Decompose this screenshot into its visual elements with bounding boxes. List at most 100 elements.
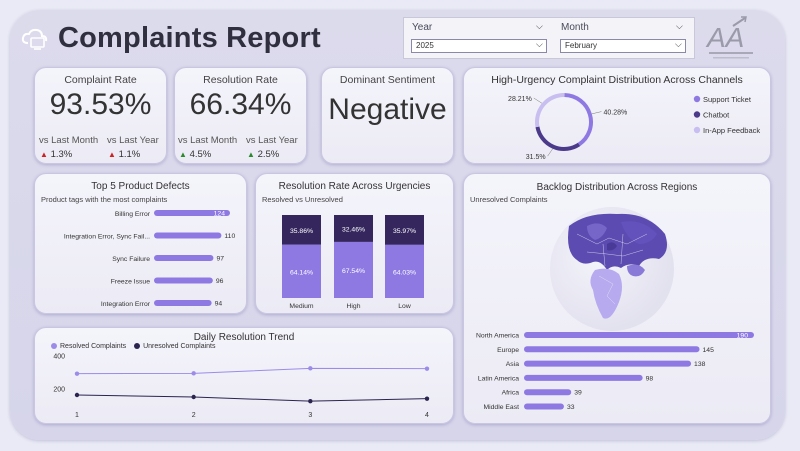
bar-value-label: 124 bbox=[214, 211, 226, 218]
bar-value-label: 33 bbox=[567, 404, 575, 411]
resolution-urgency-card: Resolution Rate Across Urgencies Resolve… bbox=[255, 173, 454, 314]
chevron-down-icon[interactable]: ⌵ bbox=[536, 39, 543, 49]
x-tick-label: Medium bbox=[289, 303, 314, 310]
donut-slice bbox=[564, 93, 593, 147]
donut-slice bbox=[535, 93, 565, 128]
triangle-down-icon: ▲ bbox=[40, 150, 48, 159]
chevron-down-icon[interactable]: ⌵ bbox=[675, 39, 682, 49]
bar bbox=[154, 210, 230, 216]
bar-category-label: Freeze Issue bbox=[111, 279, 151, 286]
bar bbox=[154, 255, 214, 261]
bar-segment bbox=[282, 244, 321, 298]
month-filter-label: Month bbox=[561, 22, 589, 33]
bar-value-label: 94 bbox=[215, 301, 223, 308]
legend-label: Unresolved Complaints bbox=[143, 343, 216, 350]
bar-category-label: Latin America bbox=[478, 375, 519, 382]
donut-slice bbox=[535, 126, 581, 151]
resolution-rate-card: Resolution Rate 66.34% vs Last Month vs … bbox=[174, 67, 307, 164]
bar-value-label: 138 bbox=[694, 361, 706, 368]
x-tick-label: Low bbox=[398, 303, 411, 310]
bar bbox=[154, 232, 222, 239]
bar bbox=[154, 300, 212, 306]
bar-category-label: Sync Failure bbox=[112, 256, 150, 263]
bar-segment bbox=[385, 215, 424, 245]
bar-category-label: Integration Error bbox=[101, 301, 151, 308]
month-dropdown[interactable]: February bbox=[560, 39, 686, 53]
daily-trend-card: Daily Resolution Trend Resolved Complain… bbox=[34, 327, 454, 424]
data-point bbox=[74, 371, 80, 376]
y-tick-label: 200 bbox=[53, 387, 65, 394]
y-tick-label: 400 bbox=[53, 353, 65, 360]
bar-segment bbox=[282, 215, 321, 245]
x-tick-label: 1 bbox=[75, 412, 79, 419]
bar bbox=[524, 389, 572, 396]
leader-line bbox=[547, 148, 553, 157]
complaint-rate-card: Complaint Rate 93.53% vs Last Month vs L… bbox=[34, 67, 167, 164]
segment-label: 64.03% bbox=[393, 269, 416, 276]
leader-line bbox=[591, 111, 602, 115]
segment-label: 32.46% bbox=[342, 226, 365, 233]
bar-category-label: North America bbox=[476, 333, 519, 340]
triangle-up-icon: ▲ bbox=[247, 150, 255, 159]
bar-category-label: Middle East bbox=[483, 404, 519, 411]
vs-last-month-label: vs Last Month bbox=[178, 135, 238, 146]
data-point bbox=[424, 366, 430, 371]
triangle-down-icon: ▲ bbox=[108, 150, 116, 159]
globe-map bbox=[550, 207, 674, 331]
year-dropdown[interactable]: 2025 bbox=[411, 39, 547, 53]
legend-dot-icon bbox=[693, 95, 701, 103]
segment-label: 64.14% bbox=[290, 269, 313, 276]
data-point bbox=[191, 371, 196, 376]
x-tick-label: 4 bbox=[425, 412, 429, 419]
slice-label: 31.5% bbox=[526, 154, 546, 161]
chart-subtitle: Product tags with the most complaints bbox=[41, 195, 168, 204]
triangle-up-icon: ▲ bbox=[179, 150, 187, 159]
bar bbox=[154, 277, 213, 284]
vs-last-year-label: vs Last Year bbox=[246, 135, 298, 146]
bar-category-label: Asia bbox=[506, 361, 519, 368]
bar-value-label: 97 bbox=[216, 256, 224, 263]
segment-label: 67.54% bbox=[342, 268, 365, 275]
data-point bbox=[191, 394, 196, 400]
kpi-value: Negative bbox=[328, 93, 447, 126]
slice-label: 40.28% bbox=[604, 110, 628, 117]
series-line bbox=[76, 394, 428, 402]
bar-segment bbox=[385, 244, 424, 298]
x-tick-label: 2 bbox=[192, 412, 196, 419]
page-title: Complaints Report bbox=[58, 22, 321, 54]
chart-title: Daily Resolution Trend bbox=[193, 332, 295, 343]
legend-label: Resolved Complaints bbox=[60, 343, 127, 350]
year-filter-label: Year bbox=[412, 22, 433, 33]
legend-label: In-App Feedback bbox=[703, 126, 760, 135]
line-chart: 200 400 1 2 3 4 bbox=[53, 353, 430, 419]
slice-label: 28.21% bbox=[508, 96, 532, 103]
chevron-down-icon[interactable]: ⌵ bbox=[676, 21, 683, 31]
data-point bbox=[424, 396, 430, 401]
chart-title: Resolution Rate Across Urgencies bbox=[278, 181, 431, 192]
legend-dot-icon bbox=[693, 111, 701, 118]
vs-last-year-label: vs Last Year bbox=[107, 135, 159, 146]
chevron-down-icon[interactable]: ⌵ bbox=[536, 21, 543, 31]
segment-label: 35.86% bbox=[290, 228, 313, 235]
bar bbox=[524, 346, 700, 353]
bar bbox=[524, 403, 564, 410]
chart-title: High-Urgency Complaint Distribution Acro… bbox=[491, 74, 743, 86]
bar-category-label: Billing Error bbox=[115, 211, 151, 218]
delta-value: 2.5% bbox=[257, 149, 280, 160]
data-point bbox=[308, 366, 313, 371]
bar-category-label: Africa bbox=[502, 390, 520, 397]
legend-dot-icon bbox=[693, 126, 701, 134]
kpi-label: Dominant Sentiment bbox=[339, 74, 436, 86]
filter-panel: Year ⌵ 2025 ⌵ Month ⌵ February ⌵ bbox=[403, 17, 695, 59]
kpi-value: 93.53% bbox=[49, 88, 152, 121]
chart-subtitle: Resolved vs Unresolved bbox=[262, 195, 343, 204]
legend-label: Chatbot bbox=[703, 111, 730, 120]
stacked-bar-chart: 35.86% 64.14% Medium 32.46% 67.54% High 35.97%… bbox=[282, 215, 424, 310]
bar-value-label: 145 bbox=[703, 347, 715, 354]
leader-line bbox=[533, 97, 543, 104]
delta-value: 4.5% bbox=[189, 149, 212, 160]
kpi-label: Resolution Rate bbox=[203, 74, 278, 86]
bar-segment bbox=[334, 241, 373, 298]
bar-value-label: 190 bbox=[737, 333, 749, 340]
x-tick-label: High bbox=[347, 303, 361, 310]
